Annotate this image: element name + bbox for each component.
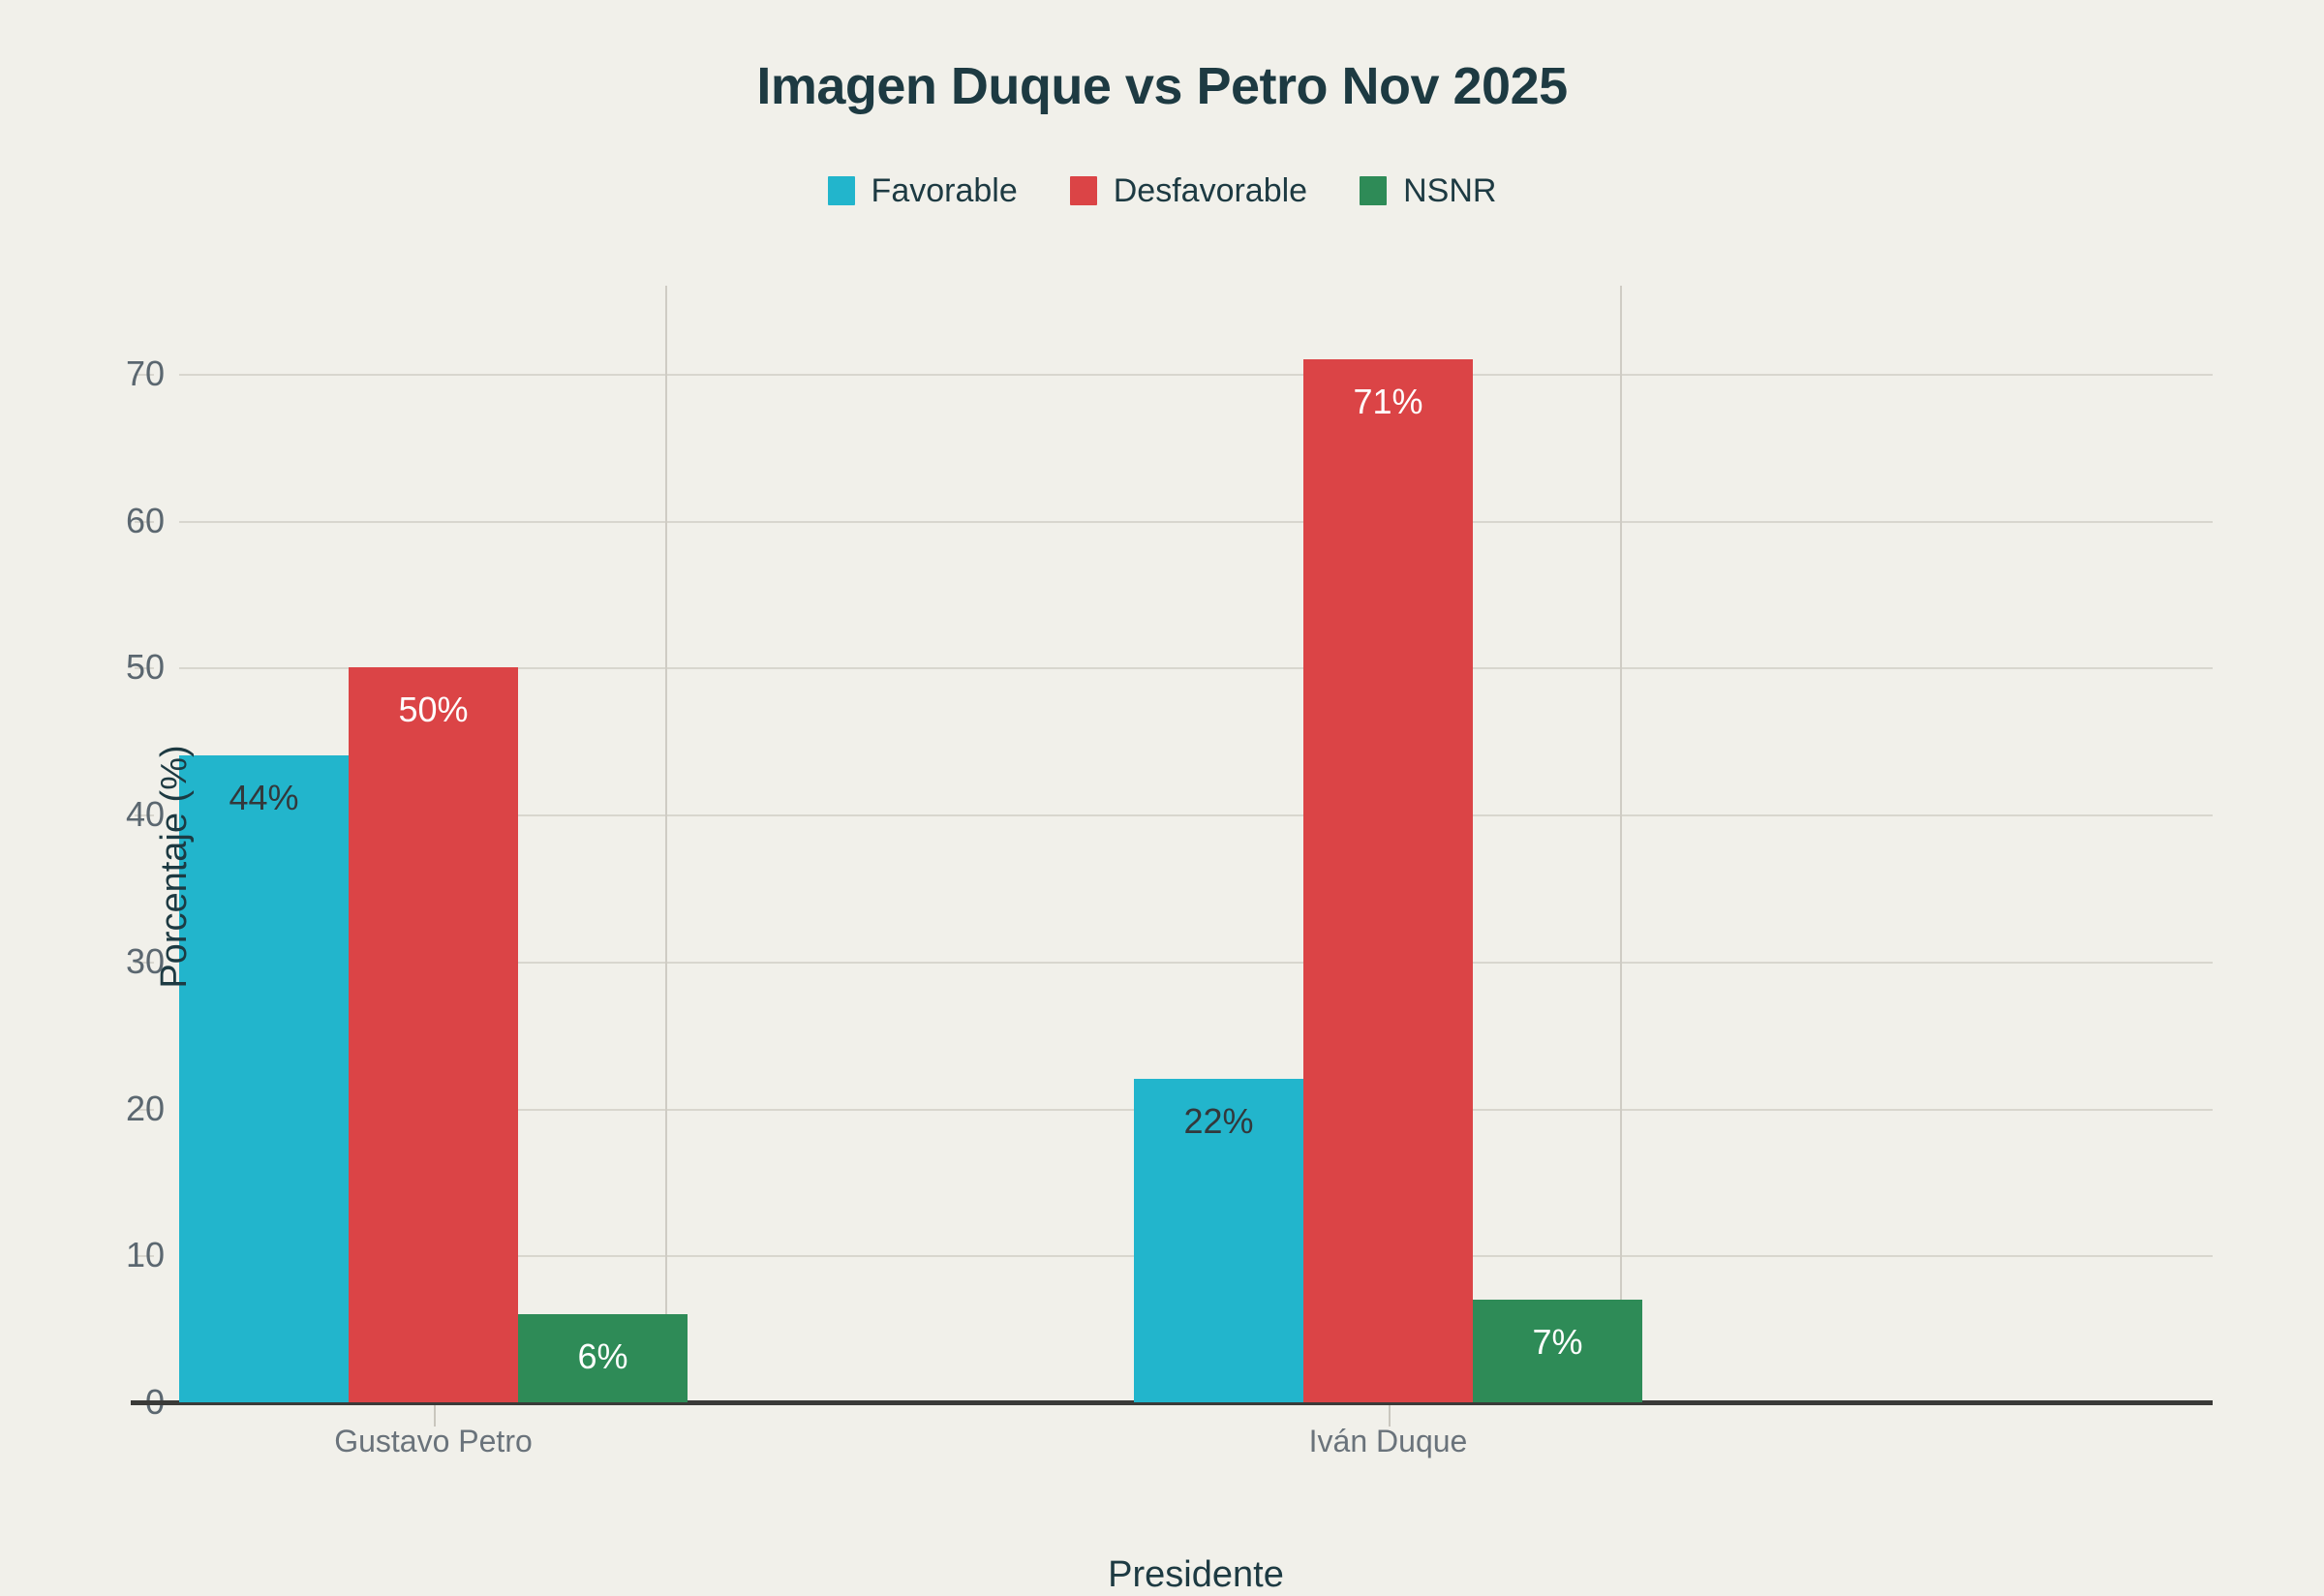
y-tick-mark-50	[135, 667, 154, 670]
category-label-0: Gustavo Petro	[334, 1424, 533, 1458]
gridline-50	[179, 667, 2213, 670]
legend-swatch-nsnr-icon	[1360, 176, 1388, 205]
y-tick-label-50: 50	[125, 647, 165, 688]
chart-title: Imagen Duque vs Petro Nov 2025	[756, 57, 1568, 115]
y-tick-label-30: 30	[125, 940, 165, 981]
plot-area: 010203040506070 44%50%6%22%71%7% Gustavo…	[126, 286, 2213, 1595]
legend-label-favorable: Favorable	[871, 172, 1018, 209]
bar-value-label: 7%	[1532, 1321, 1583, 1362]
y-tick-mark-60	[135, 520, 154, 523]
bar-value-label: 44%	[229, 778, 299, 818]
y-axis-title: Porcentaje (%)	[154, 744, 196, 989]
gridline-30	[179, 961, 2213, 964]
bar-desfavorable-0[interactable]: 50%	[349, 667, 518, 1402]
x-axis-title: Presidente	[1108, 1554, 1284, 1595]
x-tick-mark-1	[1388, 1405, 1391, 1427]
bar-value-label: 71%	[1353, 381, 1423, 421]
category-label-1: Iván Duque	[1308, 1424, 1468, 1458]
y-tick-label-20: 20	[125, 1088, 165, 1128]
legend-label-desfavorable: Desfavorable	[1113, 172, 1308, 209]
y-tick-mark-30	[135, 961, 154, 964]
y-tick-mark-40	[135, 814, 154, 817]
legend-swatch-desfavorable-icon	[1069, 176, 1097, 205]
y-tick-mark-20	[135, 1108, 154, 1111]
bar-nsnr-0[interactable]: 6%	[518, 1313, 688, 1402]
category-separator-gridline-2	[1620, 286, 1622, 1402]
y-tick-mark-70	[135, 374, 154, 377]
gridline-70	[179, 374, 2213, 377]
chart-legend: Favorable Desfavorable NSNR	[0, 174, 2324, 207]
y-tick-mark-10	[135, 1255, 154, 1258]
gridline-60	[179, 520, 2213, 523]
bar-value-label: 22%	[1183, 1101, 1254, 1142]
bar-nsnr-1[interactable]: 7%	[1473, 1299, 1642, 1402]
bar-value-label: 6%	[577, 1335, 628, 1376]
legend-label-nsnr: NSNR	[1403, 172, 1497, 209]
category-separator-gridline	[665, 286, 667, 1402]
legend-item-desfavorable[interactable]: Desfavorable	[1069, 172, 1308, 209]
bar-value-label: 50%	[398, 690, 469, 730]
y-tick-label-60: 60	[125, 500, 165, 540]
legend-item-nsnr[interactable]: NSNR	[1360, 174, 1496, 207]
bar-favorable-1[interactable]: 22%	[1134, 1079, 1303, 1402]
y-tick-label-70: 70	[125, 353, 165, 394]
legend-item-favorable[interactable]: Favorable	[827, 172, 1018, 209]
bar-desfavorable-1[interactable]: 71%	[1303, 358, 1473, 1402]
x-axis-line	[131, 1400, 2213, 1405]
bar-favorable-0[interactable]: 44%	[179, 755, 349, 1402]
legend-swatch-favorable-icon	[827, 176, 855, 205]
bar-chart: Imagen Duque vs Petro Nov 2025 Favorable…	[0, 57, 2324, 1595]
y-tick-label-40: 40	[125, 794, 165, 835]
x-tick-mark-0	[433, 1405, 436, 1427]
y-tick-label-10: 10	[125, 1235, 165, 1275]
gridline-40	[179, 814, 2213, 817]
